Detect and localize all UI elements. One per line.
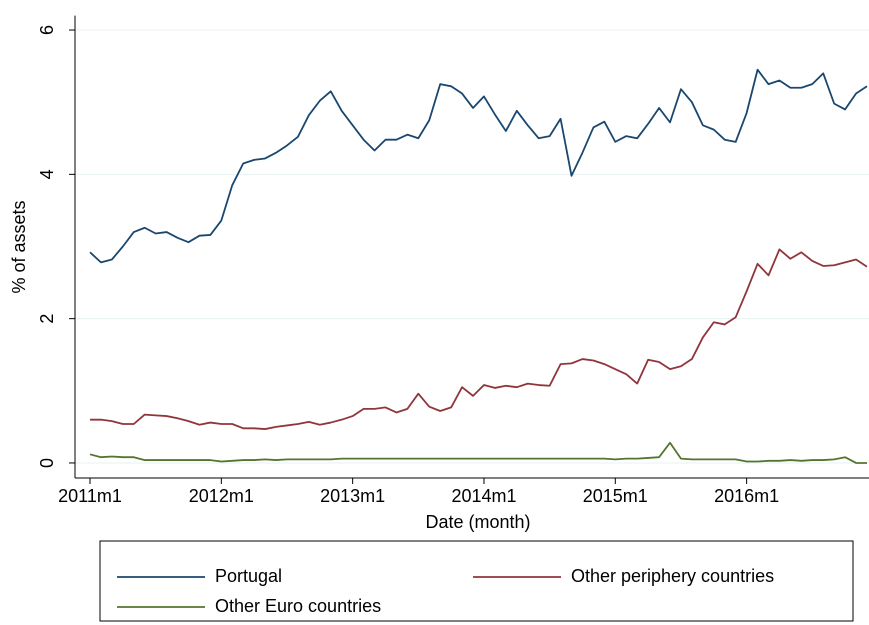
x-tick-label: 2012m1 xyxy=(189,486,254,506)
x-tick-label: 2014m1 xyxy=(451,486,516,506)
series-line xyxy=(90,248,868,430)
y-axis-title: % of assets xyxy=(9,200,29,293)
x-tick-label: 2015m1 xyxy=(583,486,648,506)
y-tick-label: 0 xyxy=(37,458,57,468)
y-tick-label: 2 xyxy=(37,314,57,324)
series-line xyxy=(89,441,867,464)
series-line xyxy=(89,68,868,264)
legend-label: Other Euro countries xyxy=(215,596,381,616)
legend-label: Portugal xyxy=(215,566,282,586)
y-tick-label: 6 xyxy=(37,25,57,35)
y-tick-label: 4 xyxy=(37,169,57,179)
legend-label: Other periphery countries xyxy=(571,566,774,586)
legend-box xyxy=(99,540,854,622)
x-tick-label: 2011m1 xyxy=(58,486,122,506)
x-tick-label: 2016m1 xyxy=(714,486,779,506)
x-axis-title: Date (month) xyxy=(425,512,530,532)
x-tick-label: 2013m1 xyxy=(320,486,385,506)
